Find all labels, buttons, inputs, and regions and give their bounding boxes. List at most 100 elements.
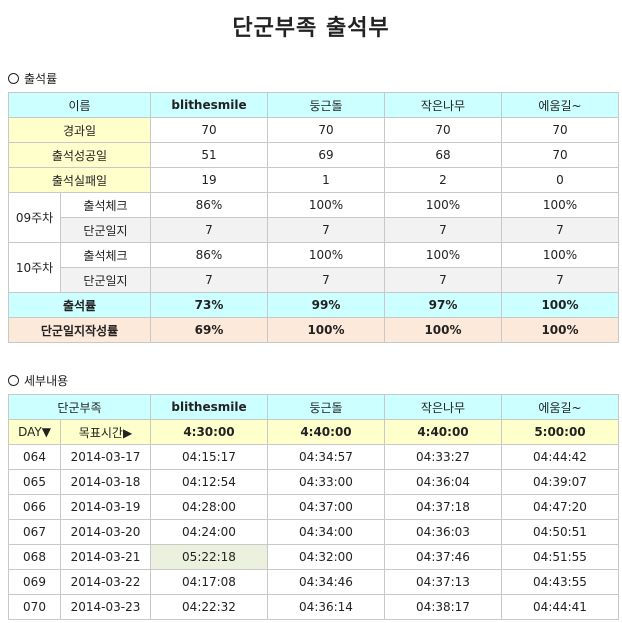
value-cell: 7 [384, 267, 502, 293]
value-cell: 70 [501, 117, 619, 143]
time-cell: 04:33:00 [267, 469, 385, 495]
target-time-row: DAY▼ 목표시간▶ 4:30:00 4:40:00 4:40:00 5:00:… [8, 419, 619, 445]
day-cell: 069 [8, 569, 61, 595]
table-row: 064 2014-03-17 04:15:17 04:34:57 04:33:2… [8, 444, 619, 470]
row-label: 출석체크 [60, 192, 151, 218]
member-header: 작은나무 [384, 394, 502, 420]
time-cell: 04:36:03 [384, 519, 502, 545]
value-cell: 73% [150, 292, 268, 318]
section-label: 출석률 [24, 72, 58, 86]
details-header-row: 단군부족 blithesmile 둥근돌 작은나무 에움길~ [8, 394, 619, 420]
value-cell: 1 [267, 167, 385, 193]
date-cell: 2014-03-19 [60, 494, 151, 520]
time-cell: 04:51:55 [501, 544, 619, 570]
time-cell: 04:12:54 [150, 469, 268, 495]
date-cell: 2014-03-17 [60, 444, 151, 470]
row-label: 경과일 [8, 117, 151, 143]
value-cell: 7 [267, 267, 385, 293]
row-label: 출석성공일 [8, 142, 151, 168]
circle-bullet-icon [8, 73, 19, 84]
day-cell: 064 [8, 444, 61, 470]
value-cell: 99% [267, 292, 385, 318]
time-cell: 04:28:00 [150, 494, 268, 520]
value-cell: 70 [150, 117, 268, 143]
value-cell: 7 [150, 217, 268, 243]
time-cell: 04:36:04 [384, 469, 502, 495]
value-cell: 69 [267, 142, 385, 168]
value-cell: 100% [501, 242, 619, 268]
target-time-cell: 4:40:00 [267, 419, 385, 445]
value-cell: 7 [150, 267, 268, 293]
member-header: 작은나무 [384, 92, 502, 118]
time-cell: 04:43:55 [501, 569, 619, 595]
day-sort-header[interactable]: DAY▼ [8, 419, 61, 445]
week-10-check-row: 10주차 출석체크 86% 100% 100% 100% [8, 242, 619, 293]
value-cell: 69% [150, 317, 268, 343]
header-cell: 이름 [8, 92, 151, 118]
time-cell: 04:34:00 [267, 519, 385, 545]
time-cell: 04:37:13 [384, 569, 502, 595]
section-label: 세부내용 [24, 374, 69, 388]
header-cell: 단군부족 [8, 394, 151, 420]
time-cell: 04:36:14 [267, 594, 385, 620]
value-cell: 7 [501, 217, 619, 243]
target-time-label: 목표시간▶ [60, 419, 151, 445]
time-cell: 04:34:46 [267, 569, 385, 595]
row-label: 출석률 [8, 292, 151, 318]
time-cell: 04:39:07 [501, 469, 619, 495]
value-cell: 70 [384, 117, 502, 143]
table-row: 065 2014-03-18 04:12:54 04:33:00 04:36:0… [8, 469, 619, 495]
table-row: 069 2014-03-22 04:17:08 04:34:46 04:37:1… [8, 569, 619, 595]
time-cell: 04:37:46 [384, 544, 502, 570]
row-label: 단군일지 [60, 267, 151, 293]
rate-row: 출석률 73% 99% 97% 100% [8, 292, 619, 318]
value-cell: 70 [267, 117, 385, 143]
table-row: 067 2014-03-20 04:24:00 04:34:00 04:36:0… [8, 519, 619, 545]
time-cell-late: 05:22:18 [150, 544, 268, 570]
date-cell: 2014-03-21 [60, 544, 151, 570]
day-cell: 070 [8, 594, 61, 620]
member-header: 둥근돌 [267, 394, 385, 420]
fail-row: 출석실패일 19 1 2 0 [8, 167, 619, 193]
value-cell: 70 [501, 142, 619, 168]
value-cell: 100% [501, 292, 619, 318]
time-cell: 04:37:00 [267, 494, 385, 520]
date-cell: 2014-03-18 [60, 469, 151, 495]
value-cell: 51 [150, 142, 268, 168]
value-cell: 19 [150, 167, 268, 193]
table-row: 070 2014-03-23 04:22:32 04:36:14 04:38:1… [8, 594, 619, 620]
time-cell: 04:44:41 [501, 594, 619, 620]
time-cell: 04:17:08 [150, 569, 268, 595]
member-header: blithesmile [150, 394, 268, 420]
value-cell: 100% [267, 192, 385, 218]
day-cell: 066 [8, 494, 61, 520]
attendance-header-row: 이름 blithesmile 둥근돌 작은나무 에움길~ [8, 92, 619, 118]
value-cell: 100% [384, 242, 502, 268]
member-header: 에움길~ [501, 92, 619, 118]
value-cell: 100% [501, 192, 619, 218]
value-cell: 86% [150, 192, 268, 218]
day-cell: 065 [8, 469, 61, 495]
success-row: 출석성공일 51 69 68 70 [8, 142, 619, 168]
day-cell: 068 [8, 544, 61, 570]
table-row: 068 2014-03-21 05:22:18 04:32:00 04:37:4… [8, 544, 619, 570]
member-header: 둥근돌 [267, 92, 385, 118]
value-cell: 68 [384, 142, 502, 168]
date-cell: 2014-03-23 [60, 594, 151, 620]
section-attendance-heading: 출석률 [8, 70, 57, 87]
section-details-heading: 세부내용 [8, 372, 68, 389]
target-time-cell: 4:30:00 [150, 419, 268, 445]
circle-bullet-icon [8, 375, 19, 386]
time-cell: 04:34:57 [267, 444, 385, 470]
value-cell: 7 [384, 217, 502, 243]
time-cell: 04:50:51 [501, 519, 619, 545]
value-cell: 2 [384, 167, 502, 193]
time-cell: 04:32:00 [267, 544, 385, 570]
target-time-cell: 5:00:00 [501, 419, 619, 445]
value-cell: 97% [384, 292, 502, 318]
row-label: 단군일지 [60, 217, 151, 243]
time-cell: 04:38:17 [384, 594, 502, 620]
time-cell: 04:33:27 [384, 444, 502, 470]
time-cell: 04:44:42 [501, 444, 619, 470]
date-cell: 2014-03-22 [60, 569, 151, 595]
